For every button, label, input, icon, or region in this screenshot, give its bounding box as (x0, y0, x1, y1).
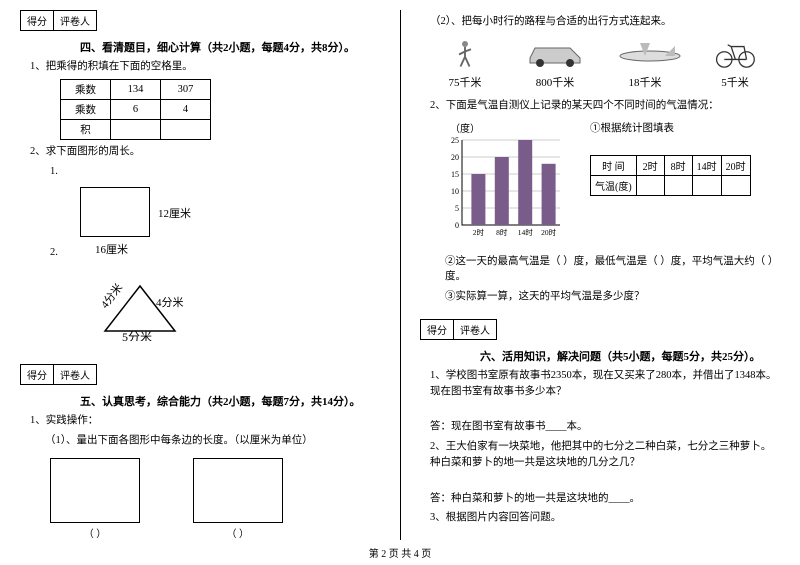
q-temp: 2、下面是气温自测仪上记录的某天四个不同时间的气温情况： (430, 98, 780, 114)
chart-title: ①根据统计图填表 (590, 120, 751, 135)
triangle-figure: 4分米 4分米 5分米 (90, 281, 210, 341)
svg-text:0: 0 (455, 221, 459, 230)
q6-3: 3、根据图片内容回答问题。 (430, 510, 780, 526)
q-link: （2）、把每小时行的路程与合适的出行方式连起来。 (430, 14, 780, 30)
q-temp-2: ②这一天的最高气温是（ ）度，最低气温是（ ）度，平均气温大约（ ）度。 (445, 254, 780, 286)
right-column: （2）、把每小时行的路程与合适的出行方式连起来。 75千米 800千米 18千米… (400, 0, 800, 540)
blank-box-1 (50, 458, 140, 523)
speed-2: 800千米 (525, 74, 585, 90)
svg-text:15: 15 (451, 170, 459, 179)
rect-right-label: 12厘米 (158, 205, 191, 221)
svg-text:20时: 20时 (541, 227, 557, 237)
speed-1: 75千米 (435, 74, 495, 90)
transport-icons (420, 38, 780, 71)
q4-2: 2、求下面图形的周长。 (30, 144, 380, 160)
score-box-4: 得分 评卷人 (20, 10, 97, 31)
multiplication-table: 乘数134307 乘数64 积 (60, 79, 211, 140)
paren-2: （ ） (193, 525, 283, 540)
rectangle-figure: 12厘米 16厘米 (80, 187, 200, 237)
plane-icon (615, 38, 685, 68)
svg-text:2时: 2时 (473, 227, 485, 237)
tri-left-label: 4分米 (98, 281, 125, 311)
q-temp-3: ③实际算一算，这天的平均气温是多少度？ (445, 289, 780, 305)
page-footer: 第 2 页 共 4 页 (0, 545, 800, 560)
svg-text:25: 25 (451, 136, 459, 145)
q5-1-1: （1）、量出下面各图形中每条边的长度。（以厘米为单位） (45, 433, 380, 449)
score-box-5: 得分 评卷人 (20, 364, 97, 385)
q4-2-1: 1. (50, 164, 380, 180)
bike-icon (714, 38, 757, 68)
car-icon (525, 38, 585, 68)
measure-boxes: （ ） （ ） (20, 453, 380, 540)
tri-right-label: 4分米 (156, 296, 184, 309)
rect-bottom-label: 16厘米 (95, 241, 128, 257)
svg-text:8时: 8时 (496, 227, 508, 237)
speed-labels: 75千米 800千米 18千米 5千米 (420, 74, 780, 90)
svg-text:20: 20 (451, 153, 459, 162)
blank-box-2 (193, 458, 283, 523)
speed-4: 5千米 (705, 74, 765, 90)
y-axis-label: （度） (450, 120, 560, 135)
section-6-title: 六、活用知识，解决问题（共5小题，每题5分，共25分）。 (480, 348, 780, 364)
svg-text:5: 5 (455, 204, 459, 213)
section-4-title: 四、看清题目，细心计算（共2小题，每题4分，共8分）。 (80, 39, 380, 55)
score-box-6: 得分 评卷人 (420, 319, 497, 340)
score-label: 得分 (21, 11, 54, 30)
grader-label: 评卷人 (54, 11, 96, 30)
walk-icon (450, 38, 480, 68)
q5-1: 1、实践操作： (30, 413, 380, 429)
a6-2: 答：种白菜和萝卜的地一共是这块地的____。 (430, 491, 780, 507)
a6-1: 答：现在图书室有故事书____本。 (430, 419, 780, 435)
bar-chart: （度） 25 20 15 10 5 0 2时 8时 14时 20时 (440, 120, 560, 248)
paren-1: （ ） (50, 525, 140, 540)
temperature-table: 时 间2时8时14时20时 气温(度) (590, 155, 751, 196)
q6-1: 1、学校图书室原有故事书2350本，现在又买来了280本，并借出了1348本。现… (430, 368, 780, 400)
q4-1: 1、把乘得的积填在下面的空格里。 (30, 59, 380, 75)
left-column: 得分 评卷人 四、看清题目，细心计算（共2小题，每题4分，共8分）。 1、把乘得… (0, 0, 400, 540)
speed-3: 18千米 (615, 74, 675, 90)
section-5-title: 五、认真思考，综合能力（共2小题，每题7分，共14分）。 (80, 393, 380, 409)
tri-bottom-label: 5分米 (122, 330, 152, 341)
q6-2: 2、王大伯家有一块菜地，他把其中的七分之二种白菜，七分之三种萝卜。种白菜和萝卜的… (430, 439, 780, 471)
svg-text:14时: 14时 (518, 227, 534, 237)
svg-text:10: 10 (451, 187, 459, 196)
